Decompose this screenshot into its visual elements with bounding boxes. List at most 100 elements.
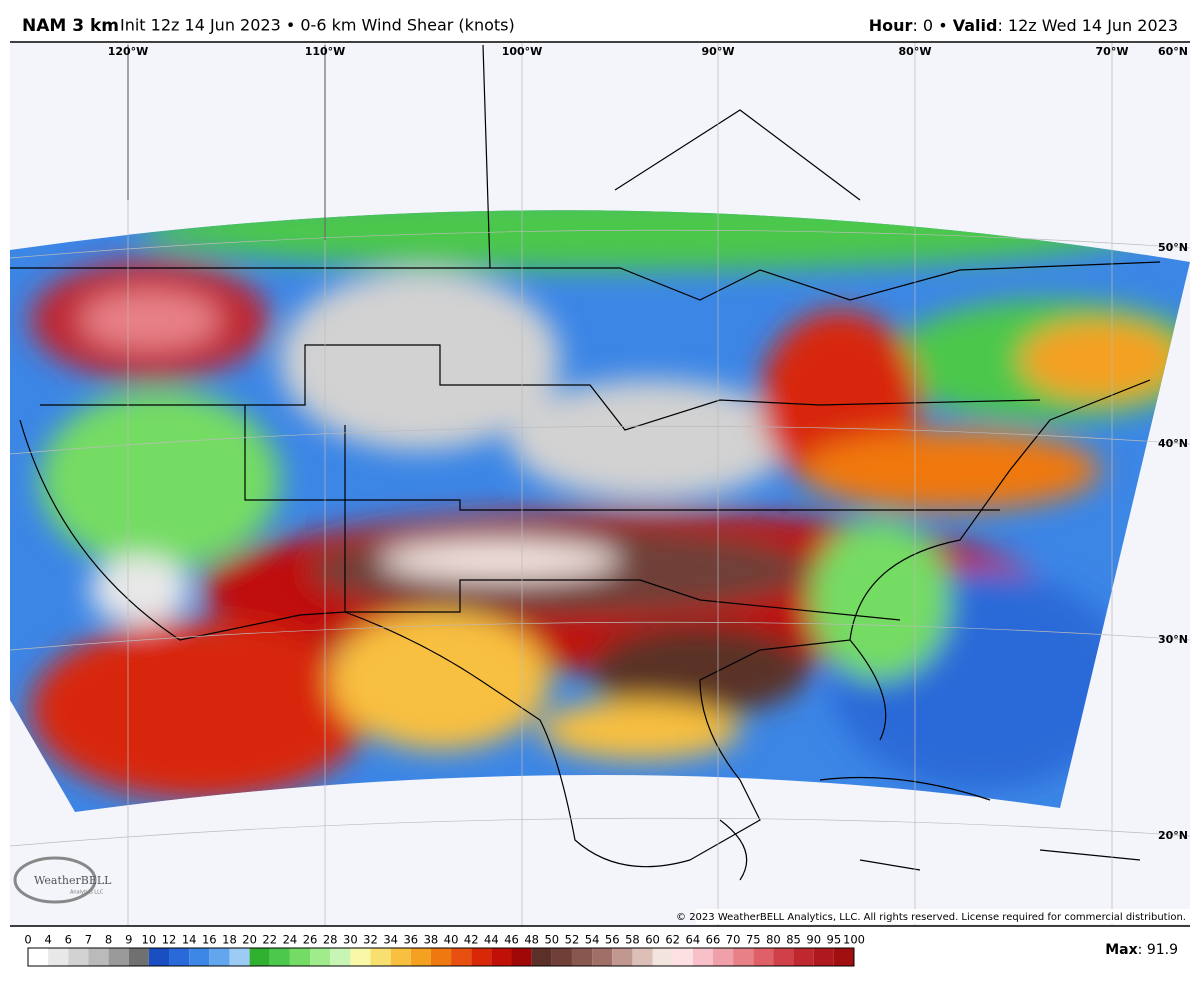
subtitle: Init 12z 14 Jun 2023 • 0-6 km Wind Shear…	[120, 16, 515, 35]
colorbar-tick-label: 14	[182, 933, 197, 947]
valid-value: : 12z Wed 14 Jun 2023	[997, 16, 1178, 35]
color-swatch	[692, 948, 713, 966]
color-swatch	[592, 948, 613, 966]
colorbar: 0 4 6 7 8 9 10 12 14 16 18 20 22 24 26 28 30 32 34 36 38 40 42…	[24, 933, 865, 967]
color-swatch	[833, 948, 854, 966]
color-swatch	[813, 948, 834, 966]
colorbar-tick-label: 64	[686, 933, 701, 947]
color-swatch	[491, 948, 512, 966]
copyright: © 2023 WeatherBELL Analytics, LLC. All r…	[676, 912, 1186, 923]
colorbar-tick-label: 10	[142, 933, 157, 947]
lat-label: 40°N	[1158, 437, 1188, 450]
colorbar-tick-label: 32	[363, 933, 378, 947]
colorbar-tick-label: 100	[843, 933, 865, 947]
colorbar-tick-label: 58	[625, 933, 640, 947]
hour-value: : 0 •	[912, 16, 952, 35]
colorbar-tick-label: 48	[524, 933, 539, 947]
colorbar-tick-label: 66	[706, 933, 721, 947]
model-name: NAM 3 km	[22, 16, 119, 36]
color-swatch	[350, 948, 371, 966]
colorbar-tick-label: 50	[544, 933, 559, 947]
valid-label: Valid	[953, 16, 998, 35]
color-swatch	[108, 948, 129, 966]
color-swatch	[773, 948, 794, 966]
color-swatch	[269, 948, 290, 966]
color-swatch	[471, 948, 492, 966]
color-swatch	[249, 948, 270, 966]
max-value: : 91.9	[1138, 942, 1178, 958]
colorbar-tick-label: 38	[424, 933, 439, 947]
logo-text: WeatherBELL	[34, 874, 112, 887]
lon-label: 120°W	[108, 45, 149, 58]
color-swatch	[551, 948, 572, 966]
colorbar-tick-label: 0	[24, 933, 31, 947]
lat-label: 60°N	[1158, 45, 1188, 58]
color-swatch	[370, 948, 391, 966]
max-info: Max: 91.9	[1105, 942, 1178, 958]
color-swatch	[531, 948, 552, 966]
color-swatch	[169, 948, 190, 966]
lon-label: 110°W	[305, 45, 346, 58]
colorbar-tick-label: 60	[645, 933, 660, 947]
colorbar-tick-label: 42	[464, 933, 479, 947]
color-swatch	[451, 948, 472, 966]
logo-subtext: Analytics LLC	[70, 890, 104, 896]
colorbar-tick-label: 95	[827, 933, 842, 947]
color-swatch	[733, 948, 754, 966]
colorbar-tick-label: 75	[746, 933, 761, 947]
colorbar-tick-label: 80	[766, 933, 781, 947]
graticule-labels: 120°W 110°W 100°W 90°W 80°W 70°W 60°N 50°N 40°N 3…	[108, 45, 1188, 842]
copyright-box	[696, 909, 1190, 924]
colorbar-tick-label: 26	[303, 933, 318, 947]
lat-label: 30°N	[1158, 633, 1188, 646]
color-swatch	[632, 948, 653, 966]
color-swatch	[712, 948, 734, 966]
color-swatch	[793, 948, 814, 966]
hour-label: Hour	[869, 16, 913, 35]
color-swatch	[511, 948, 532, 966]
colorbar-tick-label: 30	[343, 933, 358, 947]
colorbar-tick-label: 85	[786, 933, 801, 947]
lat-label: 50°N	[1158, 241, 1188, 254]
color-swatch	[753, 948, 774, 966]
colorbar-frame	[27, 947, 855, 967]
color-swatch	[310, 948, 331, 966]
max-label: Max	[1105, 942, 1137, 958]
colorbar-tick-label: 70	[726, 933, 741, 947]
colorbar-tick-label: 20	[242, 933, 257, 947]
colorbar-tick-label: 52	[565, 933, 580, 947]
parallel	[9, 817, 1191, 847]
color-swatch	[28, 948, 49, 966]
lon-label: 80°W	[899, 45, 932, 58]
graticule	[9, 43, 1191, 926]
colorbar-tick-label: 6	[65, 933, 72, 947]
color-swatch	[68, 948, 89, 966]
color-swatch	[148, 948, 170, 966]
lat-label: 20°N	[1158, 829, 1188, 842]
colorbar-tick-label: 54	[585, 933, 600, 947]
color-swatch	[88, 948, 109, 966]
colorbar-tick-label: 36	[403, 933, 418, 947]
colorbar-tick-label: 44	[484, 933, 499, 947]
parallel	[9, 229, 1191, 259]
lon-label: 70°W	[1096, 45, 1129, 58]
colorbar-tick-label: 4	[44, 933, 51, 947]
color-swatch	[330, 948, 351, 966]
color-swatch	[430, 948, 452, 966]
logo: WeatherBELL Analytics LLC	[13, 856, 112, 904]
color-swatch	[289, 948, 311, 966]
parallel	[9, 425, 1191, 455]
colorbar-tick-label: 9	[125, 933, 132, 947]
colorbar-tick-label: 62	[665, 933, 680, 947]
colorbar-tick-label: 8	[105, 933, 112, 947]
shear-field	[10, 210, 1190, 813]
colorbar-tick-label: 40	[444, 933, 459, 947]
colorbar-tick-label: 7	[85, 933, 92, 947]
color-swatch	[612, 948, 633, 966]
colorbar-tick-label: 90	[806, 933, 821, 947]
colorbar-tick-label: 28	[323, 933, 338, 947]
color-swatch	[48, 948, 69, 966]
color-swatch	[128, 948, 149, 966]
